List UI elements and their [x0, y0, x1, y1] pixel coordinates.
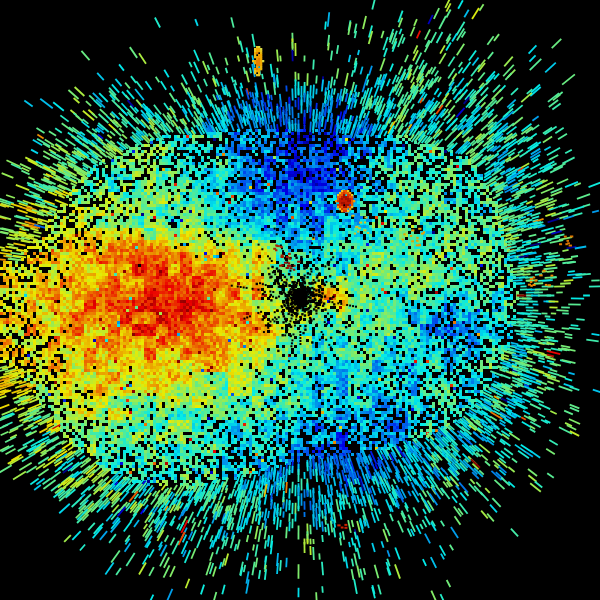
radar-heatmap	[0, 0, 600, 600]
radar-heatmap-canvas	[0, 0, 600, 600]
